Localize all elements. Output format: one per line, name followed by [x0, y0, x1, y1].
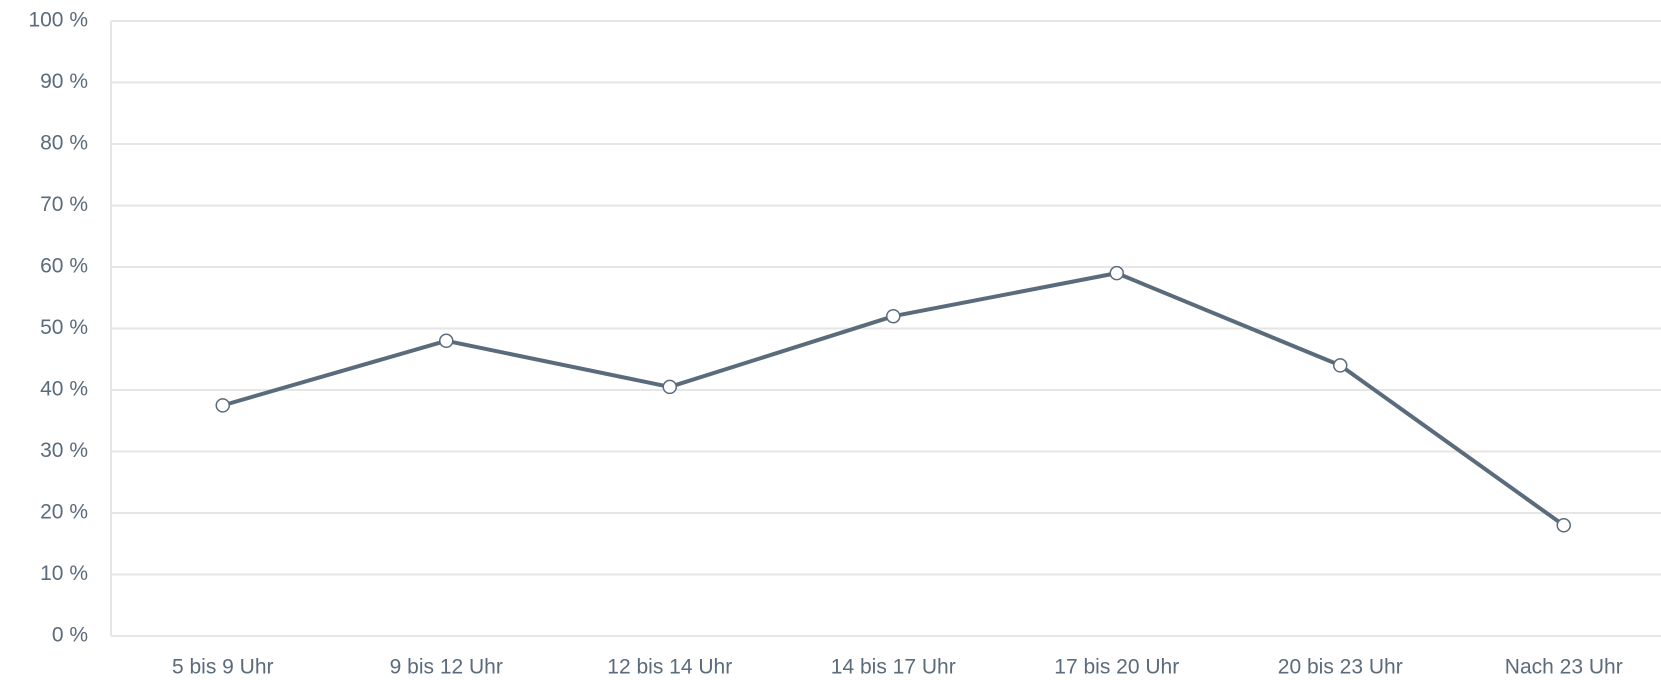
- point: [215, 398, 230, 413]
- y-tick-label: 80 %: [40, 132, 88, 155]
- y-tick-label: 90 %: [40, 70, 88, 93]
- y-tick-label: 40 %: [40, 378, 88, 401]
- point: [662, 379, 677, 395]
- x-tick-label: 20 bis 23 Uhr: [1278, 656, 1403, 679]
- y-tick-label: 100 %: [28, 9, 88, 32]
- y-tick-label: 50 %: [40, 316, 88, 339]
- x-tick-label: Nach 23 Uhr: [1505, 656, 1623, 679]
- y-tick-label: 0 %: [52, 624, 88, 647]
- point: [1109, 265, 1124, 281]
- point: [439, 333, 454, 349]
- y-tick-label: 10 %: [40, 562, 88, 585]
- point: [1333, 358, 1348, 373]
- y-tick-label: 60 %: [40, 255, 88, 278]
- y-tick-label: 70 %: [40, 193, 88, 216]
- x-tick-label: 14 bis 17 Uhr: [831, 656, 956, 679]
- y-tick-label: 30 %: [40, 439, 88, 462]
- y-tick-label: 20 %: [40, 501, 88, 524]
- x-tick-label: 12 bis 14 Uhr: [607, 656, 732, 679]
- point: [1556, 518, 1571, 533]
- x-tick-label: 17 bis 20 Uhr: [1054, 656, 1179, 679]
- x-tick-label: 5 bis 9 Uhr: [172, 656, 274, 679]
- point: [886, 308, 901, 324]
- x-tick-label: 9 bis 12 Uhr: [390, 656, 503, 679]
